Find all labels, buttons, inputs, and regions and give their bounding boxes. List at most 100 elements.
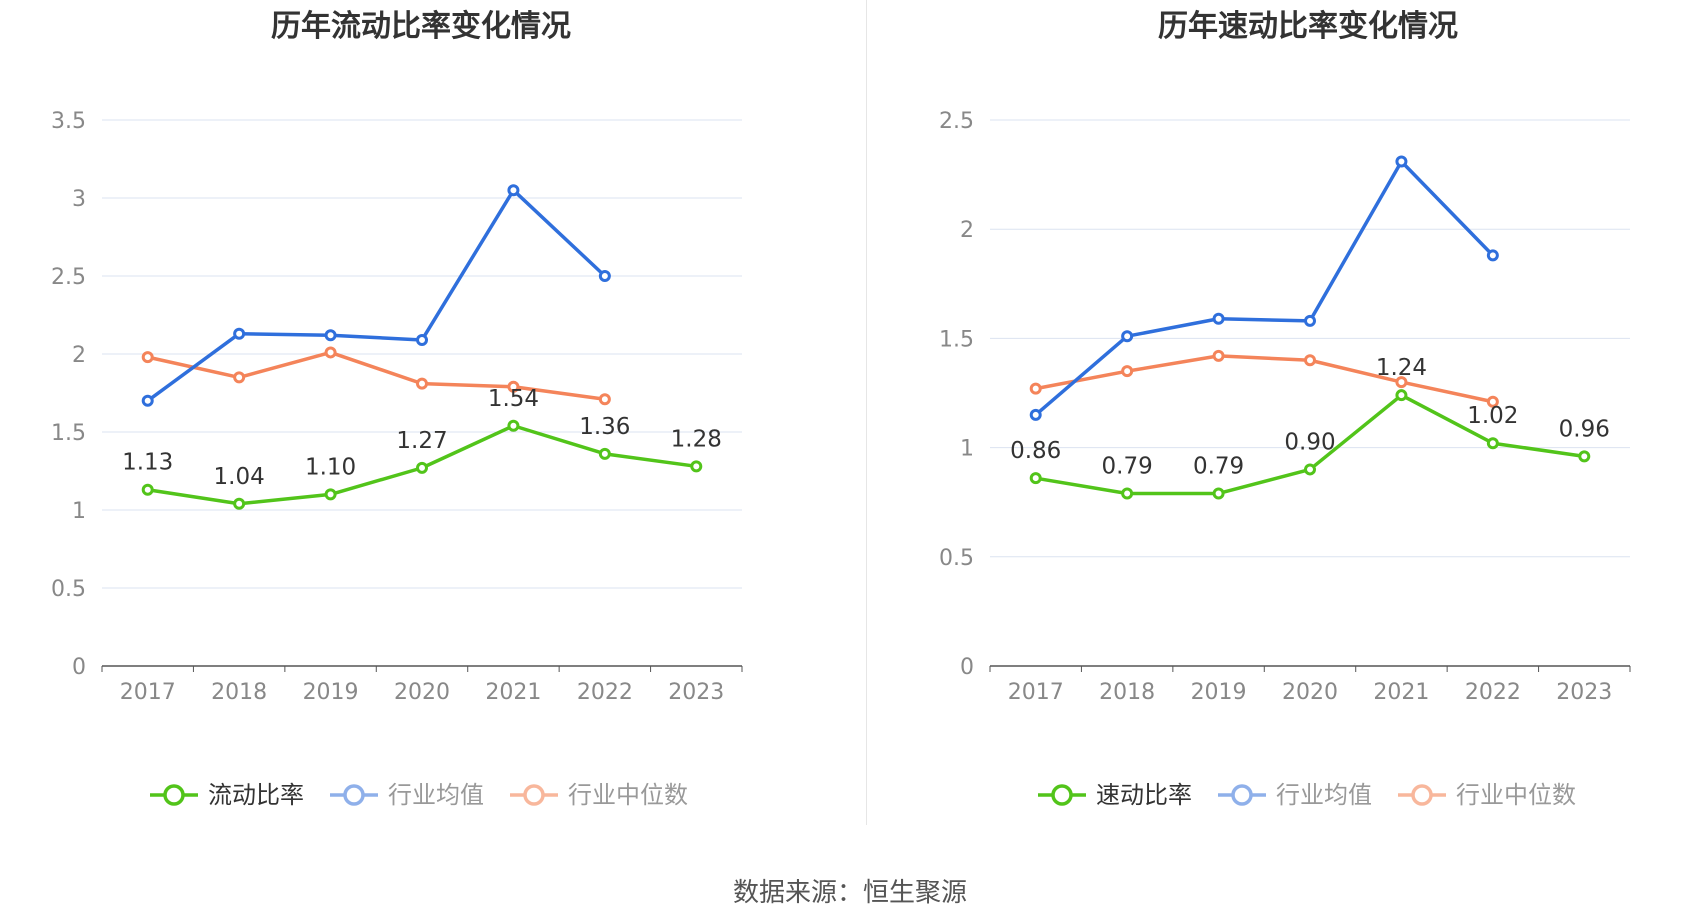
x-tick-label: 2020: [1282, 680, 1338, 705]
x-tick-label: 2020: [394, 680, 450, 705]
data-point: [324, 488, 337, 501]
legend-item: 行业均值: [1218, 781, 1372, 809]
y-tick-label: 2.5: [51, 265, 86, 290]
data-point: [1121, 365, 1134, 378]
data-label: 1.54: [488, 386, 539, 412]
data-label: 1.04: [214, 464, 265, 490]
x-tick-label: 2021: [1373, 680, 1429, 705]
x-tick-label: 2021: [485, 680, 541, 705]
data-point: [1395, 155, 1408, 168]
data-point: [324, 346, 337, 359]
x-tick-label: 2018: [1099, 680, 1155, 705]
chart-panel-2: 历年速动比率变化情况 0 0.5 1 1.5 2 2.5 2017 2018 2019 2020 20…: [939, 9, 1631, 809]
x-tick-label: 2022: [1465, 680, 1521, 705]
data-label: 0.86: [1010, 438, 1061, 464]
data-label: 0.79: [1102, 453, 1153, 479]
data-point: [1029, 408, 1042, 421]
x-tick-label: 2023: [668, 680, 724, 705]
legend-label: 流动比率: [208, 781, 304, 809]
data-point: [1304, 354, 1316, 367]
data-point: [1029, 382, 1042, 395]
data-point: [1212, 487, 1225, 500]
legend-marker: [163, 784, 185, 806]
chart-title: 历年流动比率变化情况: [271, 9, 571, 44]
data-point: [598, 447, 611, 460]
data-label: 1.27: [396, 428, 447, 454]
data-point: [598, 270, 611, 282]
data-point: [507, 184, 520, 197]
data-point: [324, 329, 337, 342]
data-point: [1486, 249, 1499, 262]
series-line: [146, 188, 607, 403]
data-source-note: 数据来源：恒生聚源: [732, 878, 967, 908]
series-line: [1034, 159, 1495, 417]
x-tick-label: 2019: [303, 680, 359, 705]
y-tick-label: 1: [960, 437, 974, 462]
data-point: [141, 351, 154, 364]
data-label: 0.90: [1284, 429, 1335, 455]
data-point: [1212, 349, 1225, 362]
series-line: [147, 350, 606, 401]
data-label: 1.13: [122, 450, 173, 476]
data-point: [1304, 314, 1316, 327]
data-point: [690, 460, 703, 473]
data-point: [1212, 312, 1225, 325]
legend-marker: [1231, 784, 1253, 806]
legend-label: 行业均值: [388, 781, 484, 809]
legend-marker: [523, 784, 545, 806]
legend-label: 行业中位数: [1456, 781, 1576, 809]
legend-item: 流动比率: [150, 781, 304, 809]
y-tick-label: 0.5: [939, 546, 974, 571]
legend-label: 速动比率: [1096, 781, 1192, 809]
x-tick-label: 2022: [577, 680, 633, 705]
y-tick-label: 2: [960, 218, 974, 243]
data-point: [1304, 463, 1316, 476]
y-tick-label: 0: [72, 655, 86, 680]
chart-panel-1: 历年流动比率变化情况 0 0.5 1 1.5 2 2.5 3 3.5 2017 2018 2019 20…: [51, 9, 743, 809]
series-line: [1035, 354, 1494, 404]
data-point: [1395, 389, 1408, 402]
y-tick-label: 0.5: [51, 577, 86, 602]
legend-item: 速动比率: [1038, 781, 1192, 809]
data-point: [233, 371, 246, 384]
data-point: [416, 377, 428, 390]
data-point: [141, 394, 154, 407]
x-tick-label: 2018: [211, 680, 267, 705]
y-tick-label: 2: [72, 343, 86, 368]
data-label: 1.10: [305, 454, 356, 480]
data-point: [416, 333, 428, 346]
data-point: [1029, 472, 1042, 485]
data-point: [1578, 450, 1591, 463]
data-point: [233, 327, 246, 340]
data-label: 1.28: [671, 426, 722, 452]
legend-marker: [1051, 784, 1073, 806]
legend-item: 行业中位数: [510, 781, 688, 809]
data-point: [598, 393, 611, 406]
chart-title: 历年速动比率变化情况: [1158, 9, 1458, 44]
data-point: [507, 380, 520, 393]
y-tick-label: 0: [960, 655, 974, 680]
data-point: [233, 497, 246, 510]
panel-divider: [866, 0, 867, 825]
data-label: 1.36: [579, 414, 630, 440]
data-point: [416, 461, 428, 474]
data-label: 0.79: [1193, 453, 1244, 479]
data-point: [1395, 376, 1408, 389]
legend-label: 行业中位数: [568, 781, 688, 809]
legend-item: 行业均值: [330, 781, 484, 809]
data-point: [1121, 330, 1134, 343]
data-point: [507, 419, 520, 432]
data-point: [1486, 395, 1499, 408]
y-tick-label: 3.5: [51, 109, 86, 134]
x-tick-label: 2017: [120, 680, 176, 705]
x-tick-label: 2019: [1191, 680, 1247, 705]
data-label: 1.02: [1467, 403, 1518, 429]
legend-label: 行业均值: [1276, 781, 1372, 809]
y-tick-label: 1.5: [51, 421, 86, 446]
legend-marker: [1411, 784, 1433, 806]
y-tick-label: 2.5: [939, 109, 974, 134]
y-tick-label: 1: [72, 499, 86, 524]
y-tick-label: 1.5: [939, 327, 974, 352]
data-point: [1486, 437, 1499, 450]
